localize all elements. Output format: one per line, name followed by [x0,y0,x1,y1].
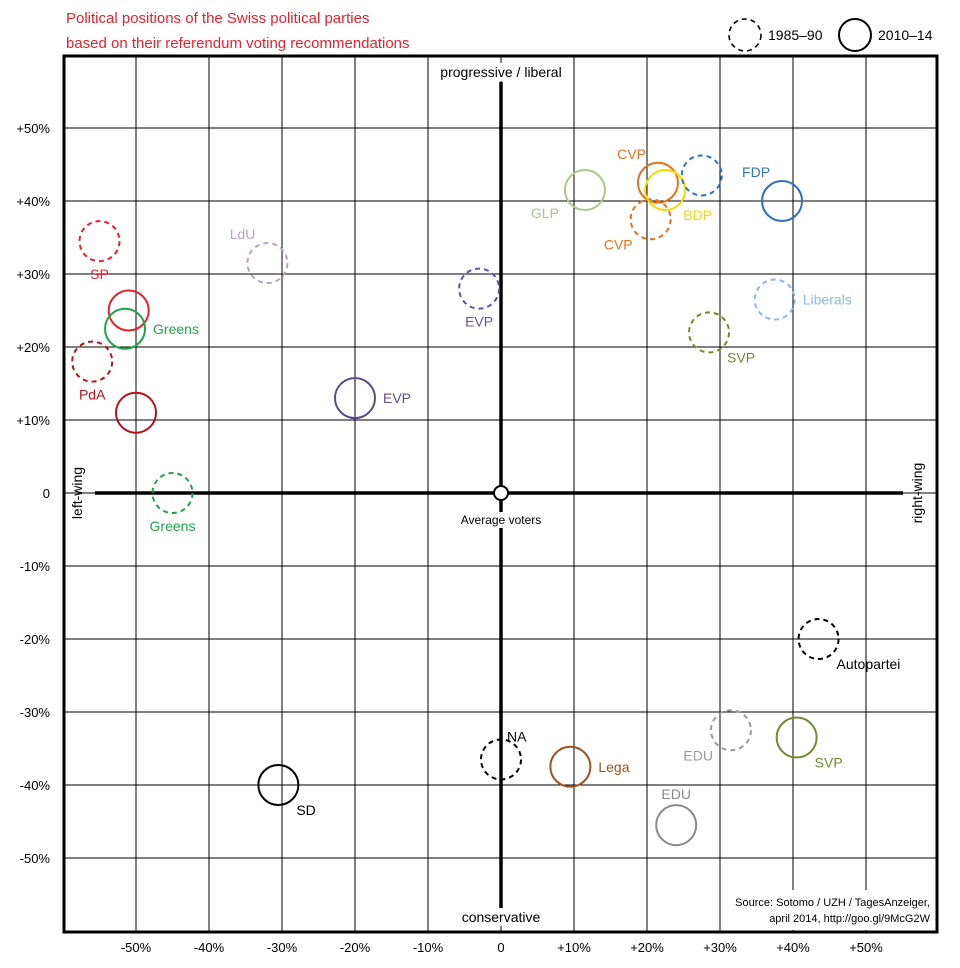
point-label: NA [507,728,527,744]
axes [95,82,903,908]
axis-label-top: progressive / liberal [440,64,561,80]
plot-frame [62,54,939,934]
point-sp-2010-14 [107,289,150,332]
x-tick-label: -30% [267,940,298,955]
point-greens-2010-14 [104,307,147,350]
x-tick-label: -10% [413,940,444,955]
axis-label-background [437,63,565,81]
point-label: EVP [383,390,411,406]
source-note: Source: Sotomo / UZH / TagesAnzeiger, ap… [735,890,934,930]
point-glp-2010-14 [563,169,606,212]
point-label: SP [90,266,109,282]
x-tick-label: +30% [703,940,737,955]
point-label: SVP [727,349,755,365]
point-pda-2010-14 [115,391,157,434]
legend: 1985–90 2010–14 [728,18,933,52]
y-tick-label: +40% [16,194,50,209]
source-line-2: april 2014, http://goo.gl/9McG2W [769,913,930,925]
point-ldu-1985-90 [246,242,289,285]
point-label: SVP [815,755,843,771]
source-line-1: Source: Sotomo / UZH / TagesAnzeiger, [735,897,930,909]
point-liberals-1985-90 [753,278,796,321]
point-label: Greens [153,321,199,337]
point-edu-2010-14 [655,804,698,847]
point-greens-1985-90 [151,472,194,514]
y-tick-label: +20% [16,340,50,355]
axis-labels: progressive / liberal conservative left-… [69,63,925,926]
axis-label-center: Average voters [461,513,542,527]
y-tick-label: +50% [16,121,50,136]
point-label: SD [296,802,315,818]
point-evp-1985-90 [458,267,501,310]
point-fdp-2010-14 [761,180,804,222]
x-tick-label: +40% [776,940,810,955]
legend-label-dashed: 1985–90 [768,27,823,43]
y-tick-label: 0 [43,486,50,501]
point-label: GLP [531,205,559,221]
point-lega-2010-14 [549,745,592,788]
y-tick-label: -50% [20,851,51,866]
y-tick-label: +10% [16,413,50,428]
axis-label-left: left-wing [69,467,85,519]
legend-marker-solid [838,18,872,52]
x-tick-label: +10% [557,940,591,955]
legend-label-solid: 2010–14 [878,27,933,43]
point-label: Liberals [803,292,852,308]
x-tick-label: +20% [630,940,664,955]
point-label: Lega [598,759,629,775]
y-tick-label: -10% [20,559,51,574]
y-tick-label: -40% [20,778,51,793]
point-autopartei-1985-90 [797,618,840,660]
point-label: CVP [617,146,646,162]
average-voters-marker [493,485,509,501]
point-sd-2010-14 [257,764,300,806]
point-label: Autopartei [837,656,901,672]
data-points: SP Greens PdA Greens LdU EVP EVP GLP CVP CVP BDP FD… [71,146,901,847]
chart-title-line-1: Political positions of the Swiss politic… [66,10,370,27]
x-tick-label: 0 [497,940,504,955]
point-label: LdU [230,226,256,242]
x-tick-label: -50% [121,940,152,955]
point-cvp-1985-90 [629,198,672,241]
x-tick-label: -20% [340,940,371,955]
point-label: FDP [742,164,770,180]
x-tick-label: -40% [194,940,225,955]
point-label: CVP [604,236,633,252]
x-tick-label: +50% [849,940,883,955]
point-label: EDU [683,747,713,763]
point-label: EVP [465,314,493,330]
chart-title-line-2: based on their referendum voting recomme… [66,35,410,52]
center-label-background [458,512,544,528]
y-tick-label: -20% [20,632,51,647]
point-label: EDU [661,786,691,802]
legend-marker-dashed [728,18,762,52]
axis-label-background [458,908,544,926]
point-sp-1985-90 [78,220,121,263]
point-edu-1985-90 [709,709,752,752]
point-na-1985-90 [480,738,522,781]
source-background [738,890,934,930]
point-pda-1985-90 [71,340,114,383]
y-tick-label: -30% [20,705,51,720]
point-label: Greens [150,518,196,534]
point-fdp-1985-90 [680,154,723,197]
point-label: BDP [683,207,712,223]
point-bdp-2010-14 [644,169,687,212]
y-tick-label: +30% [16,267,50,282]
point-evp-2010-14 [334,377,376,420]
point-svp-1985-90 [688,311,731,354]
tick-labels: -50% -40% -30% -20% -10% 0 +10% +20% +30% +40% +50… [16,121,883,955]
point-cvp-2010-14 [636,161,679,204]
point-svp-2010-14 [775,716,818,759]
point-label: PdA [79,387,106,403]
axis-label-right: right-wing [909,463,925,524]
axis-label-bottom: conservative [462,909,541,925]
